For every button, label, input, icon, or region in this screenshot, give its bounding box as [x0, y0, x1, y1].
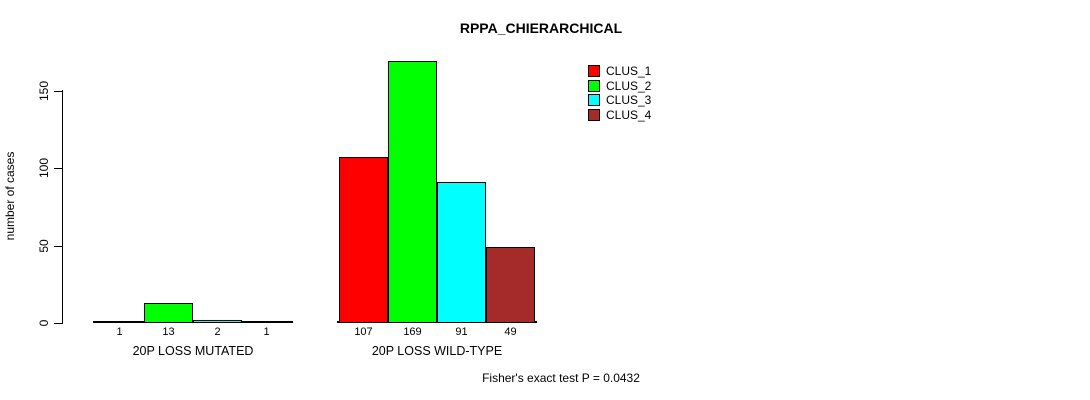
legend: CLUS_1 CLUS_2 CLUS_3 CLUS_4: [588, 64, 651, 122]
stat-annotation: Fisher's exact test P = 0.0432: [482, 371, 640, 385]
x-category-label: 20P LOSS WILD-TYPE: [371, 344, 503, 358]
legend-label: CLUS_2: [606, 78, 652, 93]
x-category-label: 20P LOSS MUTATED: [132, 344, 254, 358]
legend-swatch-clus_2: [588, 79, 600, 92]
legend-row: CLUS_3: [588, 93, 651, 108]
bar-clus_2-group2: [388, 61, 437, 323]
bar-clus_3-group2: [437, 182, 486, 323]
y-tick-mark: [54, 168, 62, 169]
legend-label: CLUS_1: [606, 64, 652, 79]
bar-value-label: 13: [162, 326, 175, 338]
bar-clus_1-group2: [339, 157, 388, 323]
legend-row: CLUS_4: [588, 108, 651, 123]
bar-value-label: 169: [403, 326, 422, 338]
y-tick-label-text: 100: [37, 157, 51, 179]
y-axis-line: [62, 90, 63, 324]
legend-row: CLUS_1: [588, 64, 651, 79]
bar-value-label: 2: [214, 326, 221, 338]
bar-clus_2-group1: [144, 303, 193, 323]
bar-value-label: 107: [354, 326, 373, 338]
y-tick-mark: [54, 91, 62, 92]
legend-row: CLUS_2: [588, 79, 651, 94]
legend-swatch-clus_3: [588, 94, 600, 107]
y-tick-label-text: 0: [37, 319, 51, 327]
chart-title: RPPA_CHIERARCHICAL: [459, 20, 623, 36]
y-tick-mark: [54, 246, 62, 247]
bar-clus_3-group1: [193, 320, 242, 323]
bar-clus_4-group2: [486, 247, 535, 323]
bar-clus_4-group1: [242, 321, 291, 323]
y-tick-mark: [54, 323, 62, 324]
bar-value-label: 91: [455, 326, 468, 338]
y-tick-label-text: 150: [37, 80, 51, 102]
y-tick-label-text: 50: [37, 239, 51, 253]
legend-swatch-clus_4: [588, 108, 600, 121]
legend-label: CLUS_4: [606, 107, 652, 122]
bar-clus_1-group1: [95, 321, 144, 323]
legend-label: CLUS_3: [606, 93, 652, 108]
bar-value-label: 49: [504, 326, 517, 338]
legend-swatch-clus_1: [588, 65, 600, 78]
bar-value-label: 1: [116, 326, 123, 338]
bar-value-label: 1: [263, 326, 270, 338]
y-axis-label-text: number of cases: [3, 151, 17, 241]
